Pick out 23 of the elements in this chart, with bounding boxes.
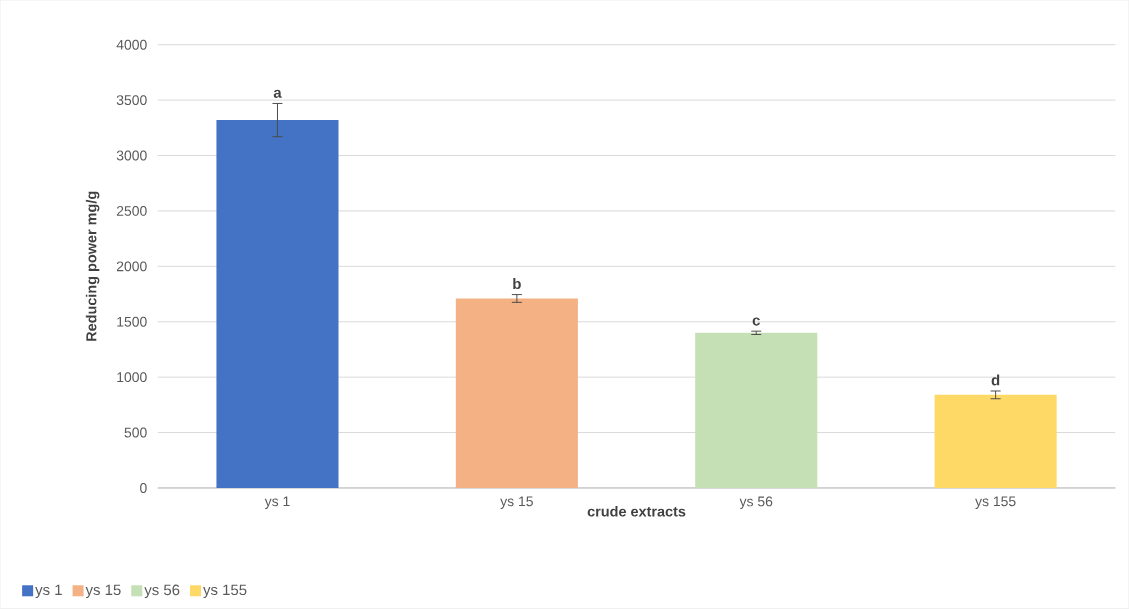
x-tick-label: ys 56 [739, 496, 773, 510]
y-tick-label: 1000 [117, 372, 147, 383]
x-axis-title: crude extracts [587, 506, 686, 517]
y-tick-label: 3000 [116, 150, 147, 161]
y-tick-label: 4000 [116, 39, 147, 50]
y-tick-label: 2500 [116, 206, 147, 217]
annotation: c [752, 317, 760, 326]
legend-label: ys 56 [144, 584, 180, 599]
x-tick-label: ys 155 [975, 496, 1016, 510]
legend-label: ys 15 [85, 584, 121, 599]
y-tick-label: 3500 [116, 95, 147, 106]
legend-label: ys 1 [35, 584, 62, 599]
y-axis-title: Reducing power mg/g [85, 191, 100, 341]
annotation: b [513, 278, 521, 290]
x-tick-label: ys 1 [264, 496, 290, 510]
x-tick-label: ys 15 [500, 496, 533, 510]
y-tick-label: 500 [124, 427, 147, 438]
y-tick-label: 1500 [117, 316, 147, 327]
annotation: a [273, 89, 282, 99]
annotation: d [991, 374, 1000, 386]
legend-label: ys 155 [203, 584, 247, 599]
y-tick-label: 2000 [116, 261, 147, 272]
y-tick-label: 0 [140, 483, 147, 494]
